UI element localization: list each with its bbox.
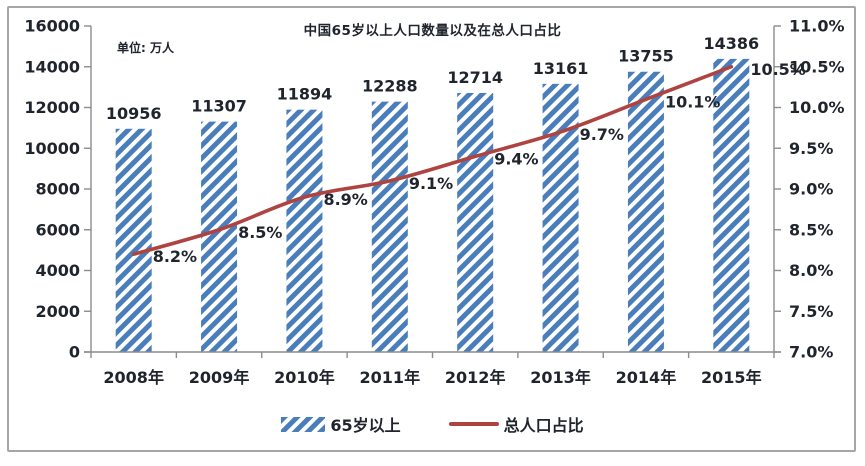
legend: 65岁以上 总人口占比	[0, 409, 865, 439]
x-axis-label: 2014年	[616, 368, 677, 387]
bar	[201, 121, 238, 352]
line-value-label: 8.5%	[238, 223, 282, 242]
x-axis-label: 2015年	[701, 368, 762, 387]
x-axis-label: 2009年	[189, 368, 250, 387]
line-value-label: 10.5%	[750, 60, 806, 79]
line-value-label: 8.9%	[323, 190, 367, 209]
bar-value-label: 12714	[447, 68, 503, 87]
chart-title: 中国65岁以上人口数量以及在总人口占比	[303, 23, 562, 39]
legend-item-line-series: 总人口占比	[448, 412, 584, 436]
bar-value-label: 12288	[362, 77, 418, 96]
bar	[627, 71, 664, 352]
bar-series-hatch-swatch-icon	[281, 416, 326, 432]
bar	[542, 83, 579, 352]
line-value-label: 8.2%	[153, 247, 197, 266]
line-value-label: 9.1%	[409, 174, 453, 193]
left-axis-tick-label: 8000	[35, 180, 80, 199]
bar	[457, 92, 494, 353]
left-axis-tick-label: 4000	[35, 261, 80, 280]
left-axis-tick-label: 10000	[24, 139, 80, 158]
right-axis-tick-label: 8.5%	[789, 220, 833, 239]
right-axis-tick-label: 10.0%	[789, 98, 845, 117]
bar-value-label: 10956	[106, 104, 162, 123]
bar	[286, 109, 323, 352]
trend-line	[131, 64, 734, 256]
line-value-label: 9.7%	[580, 125, 624, 144]
legend-item-bar-series: 65岁以上	[281, 412, 401, 436]
left-axis-tick-label: 2000	[35, 302, 80, 321]
right-axis-tick-label: 9.5%	[789, 139, 833, 158]
line-series-swatch-icon	[448, 422, 499, 426]
right-axis-tick-label: 8.0%	[789, 261, 833, 280]
right-axis-tick-label: 7.5%	[789, 302, 833, 321]
unit-label: 单位: 万人	[117, 41, 174, 55]
bar-value-label: 13161	[533, 59, 589, 78]
right-axis-tick-label: 11.0%	[789, 17, 845, 36]
x-axis-label: 2013年	[530, 368, 591, 387]
line-value-label: 10.1%	[665, 92, 721, 111]
bar-value-label: 13755	[618, 47, 674, 66]
x-axis-label: 2011年	[360, 368, 421, 387]
line-value-label: 9.4%	[494, 149, 538, 168]
bar-value-label: 11307	[191, 97, 247, 116]
bar-value-label: 11894	[277, 85, 333, 104]
x-axis-label: 2008年	[103, 368, 164, 387]
x-axis-label: 2010年	[274, 368, 335, 387]
left-axis-tick-label: 6000	[35, 220, 80, 239]
left-axis-tick-label: 12000	[24, 98, 80, 117]
left-axis-tick-label: 16000	[24, 17, 80, 36]
right-axis-tick-label: 7.0%	[789, 343, 833, 362]
bar	[371, 101, 408, 352]
legend-label-bar-series: 65岁以上	[330, 416, 401, 435]
legend-label-line-series: 总人口占比	[503, 416, 584, 435]
bar-value-label: 14386	[703, 34, 759, 53]
left-axis-tick-label: 14000	[24, 57, 80, 76]
right-axis-tick-label: 9.0%	[789, 180, 833, 199]
bar	[115, 128, 152, 352]
bar	[713, 58, 750, 352]
x-axis-label: 2012年	[445, 368, 506, 387]
right-axis-tick-label: 10.5%	[789, 57, 845, 76]
left-axis-tick-label: 0	[69, 343, 80, 362]
